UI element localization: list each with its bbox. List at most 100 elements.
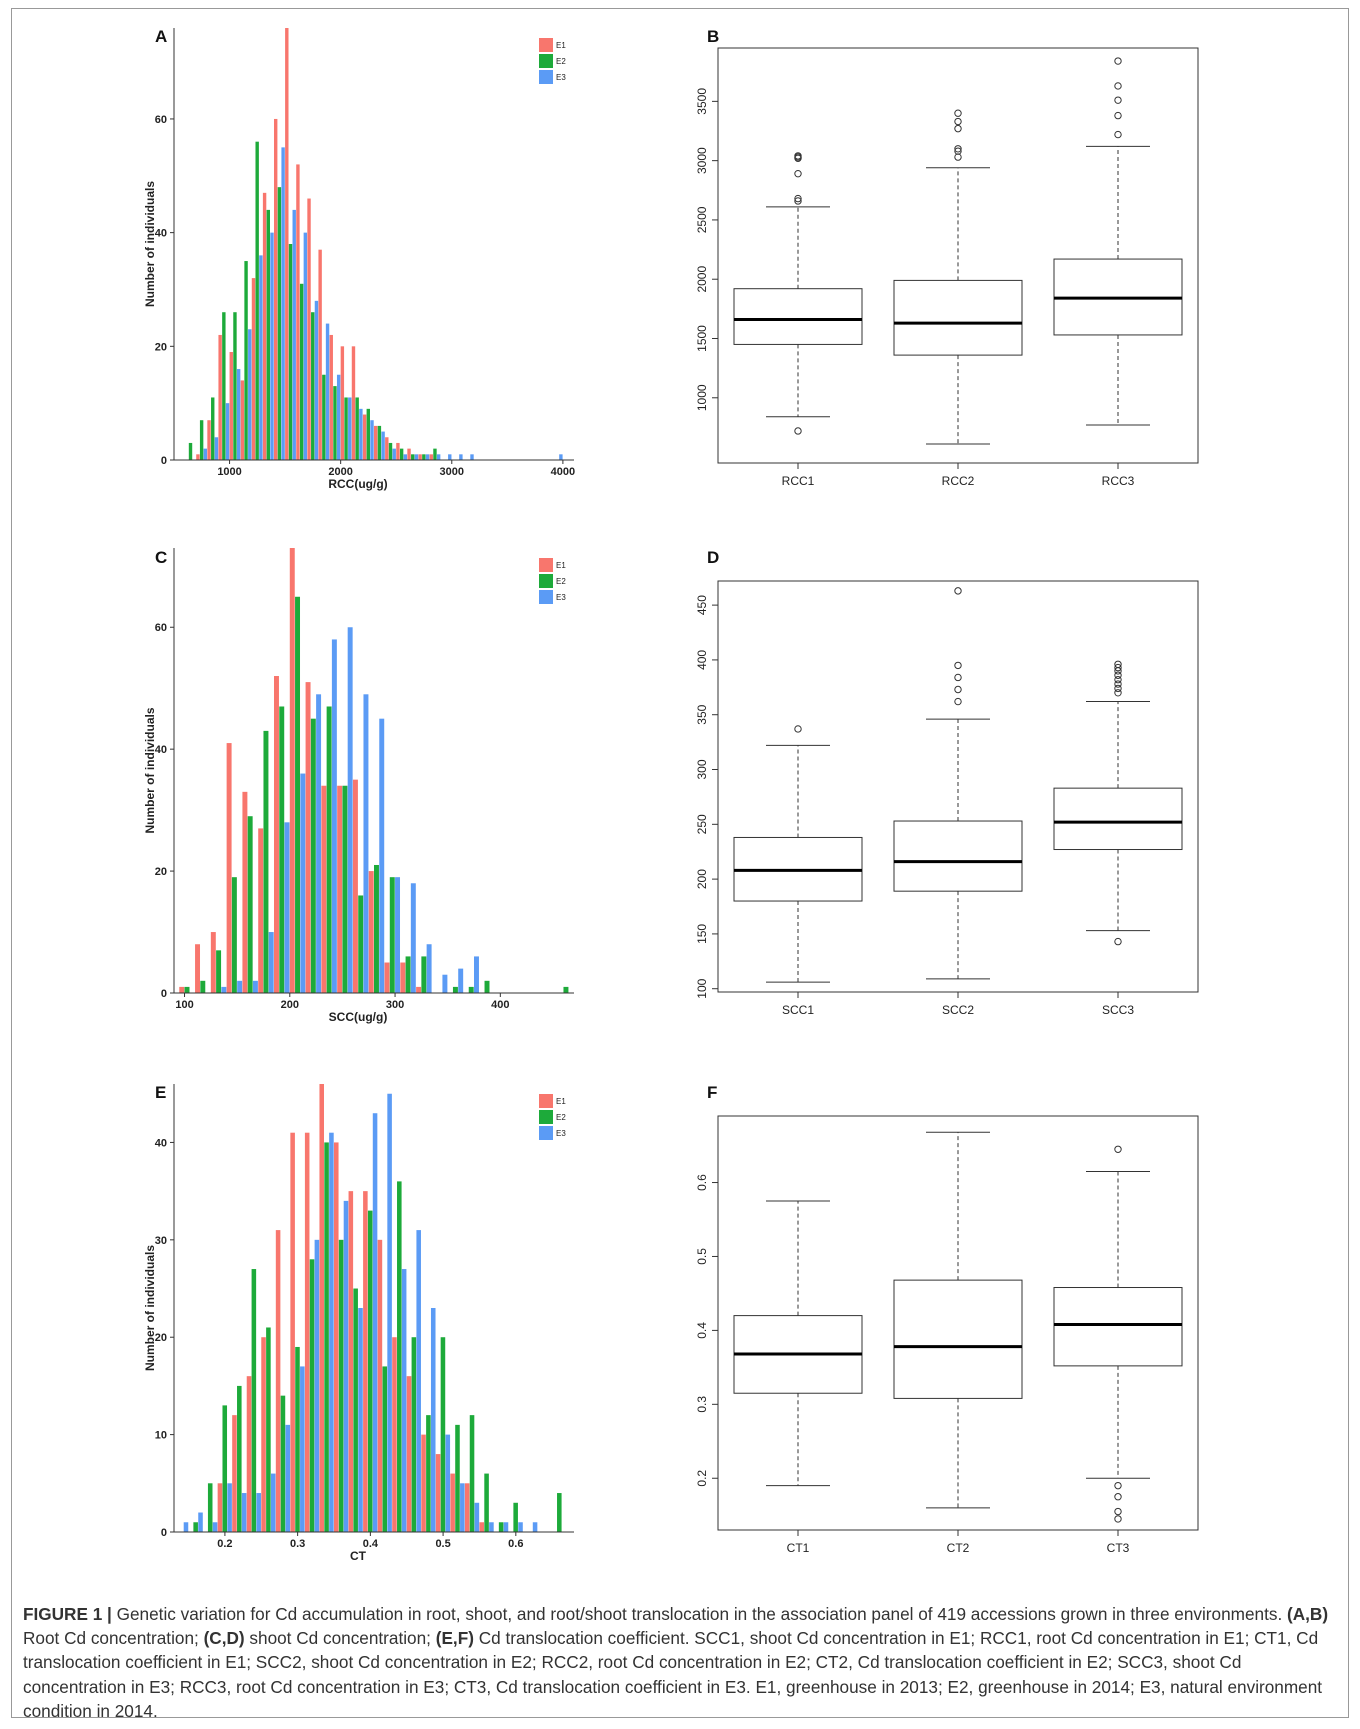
caption-part: Genetic variation for Cd accumulation in… (111, 1604, 1288, 1624)
outlier-point (1114, 663, 1122, 672)
bar-e3 (259, 255, 263, 460)
bar-e2 (222, 1405, 228, 1532)
bar-e2 (374, 864, 379, 993)
legend-swatch-e1 (539, 558, 553, 572)
bar-e2 (310, 718, 316, 993)
bar-e1 (334, 1142, 339, 1532)
bar-e2 (426, 1415, 431, 1532)
bar-e3 (445, 1434, 451, 1532)
bar-e3 (470, 454, 474, 460)
bar-e2 (188, 442, 193, 460)
box-ct1 (733, 1200, 863, 1487)
x-tick-label: CT2 (947, 1541, 970, 1555)
bar-e1 (289, 548, 295, 993)
bar-e3 (252, 980, 258, 993)
caption-part: (E,F) (435, 1628, 474, 1649)
x-tick-label: 4000 (551, 466, 575, 478)
x-tick-label: SCC3 (1102, 1003, 1134, 1017)
bar-e2 (382, 1366, 388, 1532)
bar-e3 (316, 694, 322, 993)
bar-e3 (387, 1093, 392, 1532)
bar-e3 (292, 209, 296, 460)
bar-e2 (231, 877, 237, 993)
x-tick-label: 0.3 (290, 1538, 305, 1550)
bar-e2 (399, 448, 404, 460)
bar-e3 (212, 1522, 218, 1532)
bar-e3 (416, 1230, 421, 1532)
iqr-box (1053, 1287, 1183, 1367)
outlier-point (954, 109, 962, 117)
bar-e3 (430, 1308, 436, 1532)
iqr-box (893, 1279, 1023, 1399)
box-scc2 (893, 587, 1023, 980)
legend-label: E1 (556, 41, 566, 50)
y-axis-label: Number of individuals (143, 707, 157, 833)
outlier-point (1114, 57, 1122, 65)
bar-e3 (314, 1239, 320, 1532)
x-tick-label: CT1 (787, 1541, 810, 1555)
y-tick-label: 250 (695, 814, 709, 834)
bar-e1 (232, 1415, 237, 1532)
bar-e3 (343, 1200, 349, 1532)
bar-e3 (225, 403, 230, 460)
bar-e2 (342, 785, 348, 993)
bar-e3 (221, 986, 227, 993)
legend: E1 E2 E3 (539, 1094, 566, 1140)
x-tick-label: RCC2 (942, 474, 975, 488)
bar-e3 (392, 448, 396, 460)
bar-e2 (324, 1142, 329, 1532)
bar-e2 (422, 454, 426, 460)
y-tick-label: 0.2 (695, 1470, 709, 1487)
bar-e1 (195, 944, 201, 993)
bar-e1 (261, 1337, 266, 1532)
y-tick-label: 0.6 (695, 1174, 709, 1191)
bar-e3 (532, 1522, 538, 1532)
bar-e2 (309, 1259, 315, 1532)
x-tick-label: CT3 (1107, 1541, 1130, 1555)
legend-swatch-e1 (539, 38, 553, 52)
legend-label: E2 (556, 577, 566, 586)
caption-part: Cd translocation coefficient. SCC1, shoo… (23, 1628, 1323, 1721)
y-tick-label: 450 (695, 595, 709, 615)
bar-e3 (459, 454, 463, 460)
y-tick-label: 3000 (695, 147, 709, 174)
bar-e2 (199, 420, 204, 460)
bar-e2 (411, 454, 415, 460)
bar-e1 (242, 791, 248, 993)
bar-e2 (388, 442, 393, 460)
outlier-point (794, 152, 802, 160)
bar-e3 (403, 454, 408, 460)
bar-e1 (226, 743, 232, 993)
bar-e2 (233, 312, 237, 460)
caption-label: FIGURE 1 | (23, 1604, 112, 1624)
bar-e1 (217, 1483, 223, 1532)
bar-e2 (200, 980, 206, 993)
bar-e1 (319, 1084, 324, 1532)
box-ct3 (1053, 1145, 1183, 1523)
legend-swatch-e3 (539, 70, 553, 84)
bar-e3 (460, 1483, 465, 1532)
bar-e1 (400, 962, 406, 993)
x-axis-label: SCC(ug/g) (329, 1010, 388, 1024)
bar-e1 (416, 986, 422, 993)
y-tick-label: 0.5 (695, 1248, 709, 1265)
bar-e2 (333, 386, 337, 460)
bar-e3 (285, 1424, 291, 1532)
bar-e2 (211, 397, 215, 460)
y-tick-label: 0 (161, 988, 167, 1000)
y-tick-label: 40 (155, 1137, 167, 1149)
bar-e3 (410, 883, 416, 993)
bar-e3 (248, 329, 252, 460)
outlier-point (1114, 130, 1122, 139)
legend-label: E2 (556, 1113, 566, 1122)
iqr-box (1053, 787, 1183, 851)
bar-e3 (436, 454, 441, 460)
y-tick-label: 400 (695, 650, 709, 670)
bar-e2 (366, 408, 370, 460)
y-tick-label: 10 (155, 1430, 167, 1442)
x-tick-label: 3000 (440, 466, 464, 478)
bar-e3 (227, 1483, 232, 1532)
bar-e1 (274, 118, 278, 460)
bar-e2 (411, 1337, 417, 1532)
